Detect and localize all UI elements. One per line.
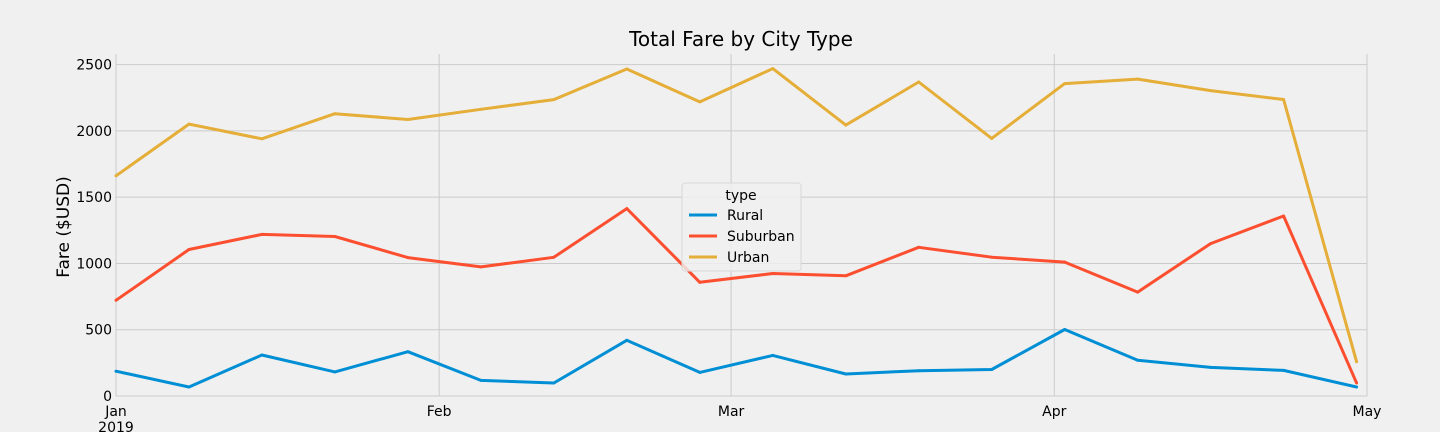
y-tick-label: 2000: [76, 124, 112, 140]
data-point-urban: [114, 174, 118, 178]
data-point-rural: [479, 378, 483, 382]
data-point-suburban: [625, 207, 629, 211]
data-point-urban: [1355, 360, 1359, 364]
data-point-urban: [771, 67, 775, 71]
data-point-urban: [552, 98, 556, 102]
data-point-urban: [990, 136, 994, 140]
data-point-urban: [1063, 82, 1067, 86]
data-point-suburban: [479, 265, 483, 269]
data-point-urban: [187, 122, 191, 126]
data-point-suburban: [990, 255, 994, 259]
data-point-rural: [260, 353, 264, 357]
legend-title: type: [725, 188, 756, 204]
data-point-rural: [552, 381, 556, 385]
legend-box: [681, 182, 802, 272]
series-line-suburban: [115, 207, 1358, 384]
data-point-rural: [990, 368, 994, 371]
chart-title: Total Fare by City Type: [628, 27, 853, 51]
legend-label-rural: Rural: [727, 208, 763, 224]
x-tick-label: Jan: [104, 404, 127, 420]
data-point-rural: [1063, 328, 1067, 331]
legend-items: Rural Suburban Urban: [689, 208, 795, 266]
data-point-suburban: [552, 255, 556, 259]
data-point-suburban: [698, 280, 702, 284]
data-point-rural: [917, 369, 921, 373]
y-axis-ticks: 0 500 1000 1500 2000 2500: [76, 58, 112, 405]
data-point-rural: [333, 370, 337, 374]
data-point-urban: [1136, 77, 1140, 81]
data-point-suburban: [260, 232, 264, 236]
data-point-rural: [698, 370, 702, 374]
series-line-rural: [115, 328, 1357, 389]
y-tick-label: 2500: [76, 58, 112, 74]
x-tick-label: Mar: [718, 404, 745, 420]
y-tick-label: 1000: [76, 256, 112, 272]
data-point-suburban: [1136, 290, 1140, 294]
data-point-rural: [1209, 365, 1213, 369]
data-point-suburban: [771, 272, 775, 275]
data-point-rural: [1355, 385, 1359, 389]
x-tick-sublabel: 2019: [98, 420, 134, 432]
y-tick-label: 1500: [76, 190, 112, 206]
data-point-suburban: [333, 235, 337, 238]
data-point-urban: [479, 107, 483, 111]
data-point-suburban: [1282, 214, 1286, 218]
legend: type Rural Suburban Urban: [681, 182, 802, 272]
data-point-urban: [1282, 98, 1286, 101]
y-axis-title: Fare ($USD): [54, 176, 74, 278]
data-point-suburban: [187, 248, 191, 251]
data-point-rural: [844, 372, 848, 376]
data-point-rural: [771, 353, 775, 357]
data-point-suburban: [1209, 242, 1213, 246]
series-line-urban: [115, 67, 1359, 363]
data-point-rural: [406, 350, 410, 354]
data-point-rural: [187, 385, 191, 389]
x-tick-label: May: [1353, 404, 1382, 420]
data-point-urban: [698, 100, 702, 104]
legend-label-suburban: Suburban: [727, 229, 795, 245]
data-point-suburban: [917, 245, 921, 249]
data-point-suburban: [1355, 381, 1359, 385]
y-tick-label: 500: [85, 323, 112, 339]
data-point-urban: [844, 123, 848, 127]
data-point-urban: [333, 112, 337, 116]
data-point-urban: [1209, 89, 1213, 93]
data-point-urban: [260, 137, 264, 141]
x-tick-label: Feb: [427, 404, 452, 420]
data-point-rural: [114, 369, 118, 373]
data-point-urban: [625, 67, 629, 71]
data-point-urban: [917, 80, 921, 84]
data-point-rural: [1282, 368, 1286, 372]
data-point-suburban: [114, 298, 118, 302]
series-lines: [114, 67, 1359, 389]
data-point-rural: [625, 338, 629, 342]
data-point-suburban: [844, 274, 848, 278]
data-point-suburban: [406, 256, 410, 260]
legend-label-urban: Urban: [727, 250, 769, 266]
data-point-rural: [1136, 358, 1140, 362]
y-tick-label: 0: [103, 389, 112, 405]
data-point-urban: [406, 118, 410, 121]
x-tick-label: Apr: [1042, 404, 1066, 420]
data-point-suburban: [1063, 260, 1067, 264]
